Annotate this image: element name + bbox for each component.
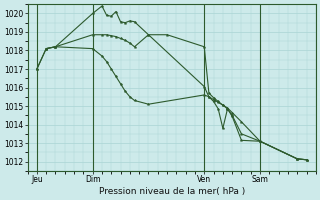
X-axis label: Pression niveau de la mer( hPa ): Pression niveau de la mer( hPa ) bbox=[99, 187, 245, 196]
